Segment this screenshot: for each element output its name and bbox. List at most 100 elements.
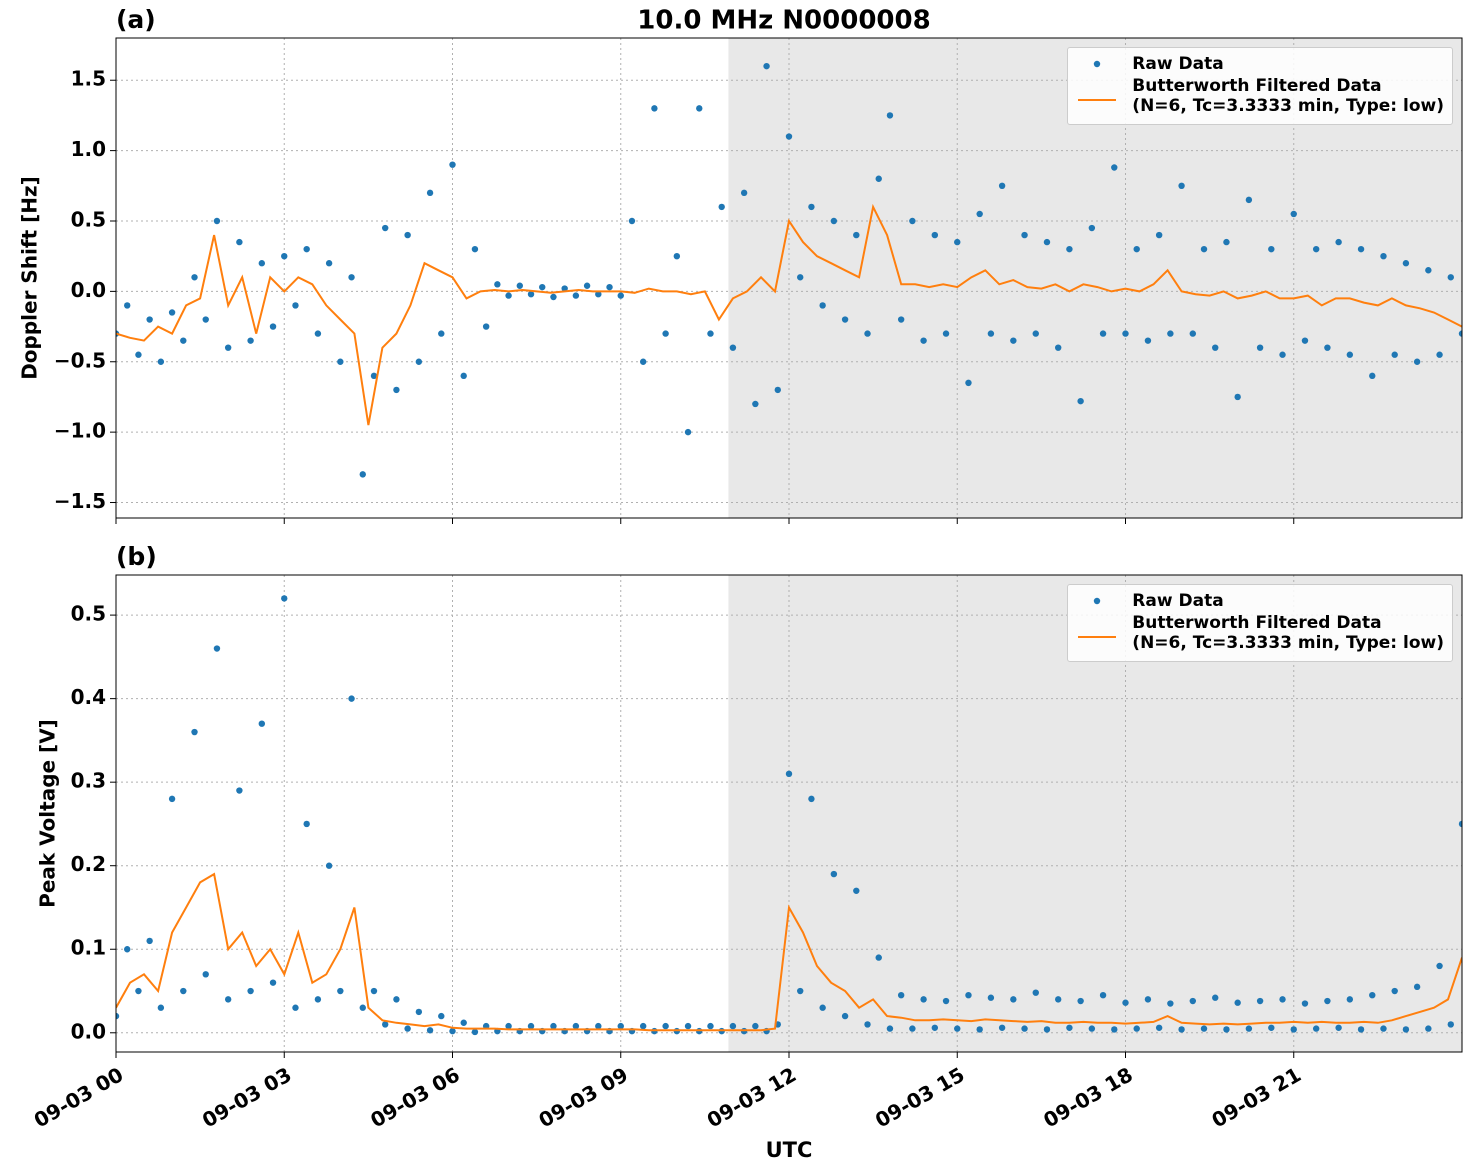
raw-point xyxy=(684,1022,692,1030)
raw-point xyxy=(561,285,568,292)
raw-point xyxy=(1413,983,1421,991)
raw-point xyxy=(897,991,905,999)
raw-point xyxy=(572,292,580,299)
y-tick-label: 0.1 xyxy=(71,936,106,960)
raw-point xyxy=(1212,344,1219,351)
raw-point xyxy=(527,1022,535,1030)
raw-point xyxy=(382,224,389,232)
raw-point xyxy=(281,595,288,602)
raw-point xyxy=(191,728,198,736)
raw-point xyxy=(909,217,916,225)
raw-point xyxy=(1043,238,1051,246)
raw-point xyxy=(1021,1025,1028,1032)
raw-point xyxy=(998,1024,1006,1031)
legend-key xyxy=(1076,591,1118,611)
raw-point xyxy=(180,337,187,344)
raw-point xyxy=(897,316,905,323)
legend-swatch xyxy=(1094,597,1101,605)
raw-point xyxy=(617,1022,624,1030)
raw-point xyxy=(639,358,647,365)
axes-frame xyxy=(115,574,1463,1053)
raw-point xyxy=(426,189,434,197)
raw-point xyxy=(247,337,254,344)
raw-point xyxy=(1335,1024,1342,1031)
raw-point xyxy=(1144,337,1152,344)
raw-point xyxy=(1346,351,1354,358)
y-tick-label: −0.5 xyxy=(54,348,106,372)
raw-point xyxy=(1268,245,1275,253)
raw-point xyxy=(998,182,1006,190)
raw-point xyxy=(1155,1024,1163,1031)
raw-point xyxy=(539,283,546,291)
raw-point xyxy=(651,105,658,112)
raw-point xyxy=(393,386,400,394)
raw-point xyxy=(976,1026,983,1033)
raw-point xyxy=(1256,344,1264,351)
raw-point xyxy=(662,330,669,337)
x-tick-label: 09-03 21 xyxy=(1207,1062,1305,1132)
raw-point xyxy=(236,787,243,794)
raw-point xyxy=(707,330,714,337)
raw-point xyxy=(875,954,882,961)
raw-point xyxy=(348,695,355,702)
x-tick-label: 09-03 18 xyxy=(1039,1062,1137,1132)
raw-point xyxy=(1324,997,1331,1005)
y-tick-label: 0.0 xyxy=(71,1019,106,1043)
raw-point xyxy=(146,316,153,323)
raw-point xyxy=(494,281,501,288)
raw-point xyxy=(314,330,322,337)
raw-point xyxy=(124,946,131,953)
raw-point xyxy=(965,379,972,387)
raw-point xyxy=(146,937,153,945)
raw-point xyxy=(471,1028,479,1036)
raw-point xyxy=(124,302,131,309)
raw-point xyxy=(292,302,299,309)
x-tick-label: 09-03 06 xyxy=(366,1062,464,1132)
raw-point xyxy=(1178,182,1185,190)
plot-area xyxy=(116,62,1462,478)
raw-point xyxy=(606,283,613,291)
raw-point xyxy=(348,274,355,281)
raw-point xyxy=(1010,337,1017,344)
panel-label: (b) xyxy=(116,542,157,571)
raw-point xyxy=(1357,245,1365,253)
raw-point xyxy=(752,400,759,408)
raw-point xyxy=(449,161,456,168)
raw-point xyxy=(1077,997,1084,1005)
legend-swatch xyxy=(1078,636,1117,638)
raw-point xyxy=(202,316,209,323)
axes-frame xyxy=(115,37,1463,519)
raw-point xyxy=(763,62,770,70)
raw-point xyxy=(337,358,344,365)
x-tick-label: 09-03 12 xyxy=(703,1062,801,1132)
raw-point xyxy=(1391,987,1398,995)
x-axis-label: UTC xyxy=(766,1138,813,1162)
raw-point xyxy=(785,133,793,140)
raw-point xyxy=(841,316,849,323)
raw-point xyxy=(359,471,366,478)
raw-point xyxy=(516,282,523,289)
raw-point xyxy=(482,323,490,330)
raw-point xyxy=(830,217,838,225)
raw-point xyxy=(1369,991,1376,999)
raw-point xyxy=(954,1025,961,1032)
raw-point xyxy=(1122,330,1129,337)
chart-title: 10.0 MHz N0000008 xyxy=(637,6,930,36)
raw-point xyxy=(931,1024,939,1031)
raw-point xyxy=(1189,330,1197,337)
raw-point xyxy=(797,987,804,995)
raw-point xyxy=(382,1021,389,1028)
y-tick-label: 0.5 xyxy=(71,207,106,231)
raw-point xyxy=(269,979,277,986)
raw-point xyxy=(1133,245,1140,253)
raw-point xyxy=(942,330,950,337)
raw-point xyxy=(1223,238,1230,246)
raw-point xyxy=(785,770,793,778)
raw-point xyxy=(258,720,266,727)
raw-point xyxy=(157,358,165,365)
raw-point xyxy=(1279,351,1286,358)
raw-point xyxy=(987,994,995,1001)
legend-item: Raw Data xyxy=(1076,591,1444,611)
raw-point xyxy=(157,1004,165,1011)
